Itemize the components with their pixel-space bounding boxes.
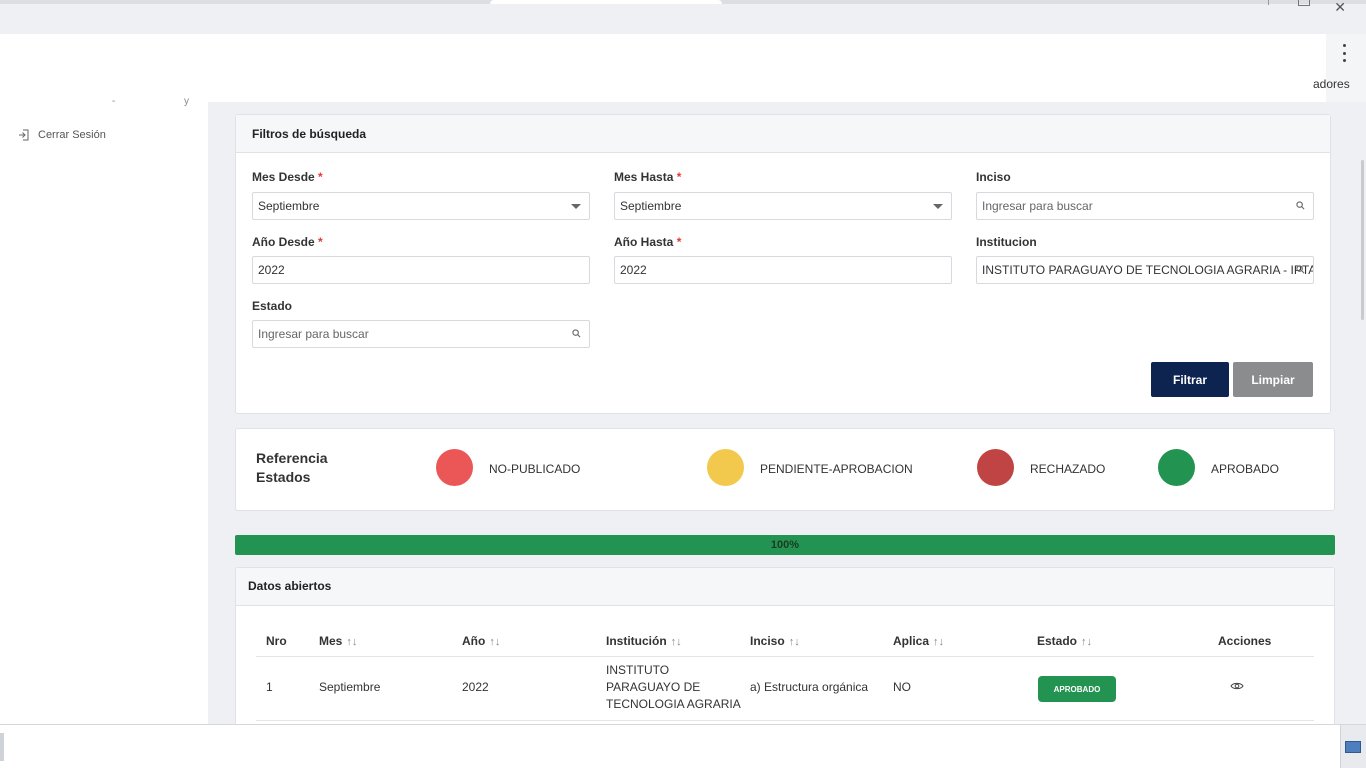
header-nav-fragment[interactable]: adores [1313,77,1350,91]
sort-icon[interactable]: ↑↓ [933,636,945,648]
column-header-estado[interactable]: Estado ↑↓ [1037,634,1093,648]
header-right-strip [1326,34,1366,102]
sort-icon[interactable]: ↑↓ [346,636,358,648]
anio-desde-input[interactable]: 2022 [252,256,590,284]
progress-bar: 100% [235,535,1335,555]
column-header-nro: Nro [266,634,287,648]
status-label-pendiente: PENDIENTE-APROBACION [760,462,913,476]
status-reference-panel: Referencia Estados NO-PUBLICADO PENDIENT… [235,428,1335,511]
sort-icon[interactable]: ↑↓ [670,636,682,648]
clear-button[interactable]: Limpiar [1233,362,1313,397]
minimize-control[interactable] [1268,0,1269,5]
column-header-institucion[interactable]: Institución ↑↓ [606,634,682,648]
status-dot-aprobado [1158,449,1195,486]
mes-hasta-select[interactable]: Septiembre [614,192,952,220]
logout-icon [19,129,29,141]
status-dot-no-publicado [436,449,473,486]
search-filters-panel: Filtros de búsqueda Mes Desde * Septiemb… [235,114,1331,414]
search-icon [1296,201,1305,210]
column-header-inciso[interactable]: Inciso ↑↓ [750,634,800,648]
mes-desde-select[interactable]: Septiembre [252,192,590,220]
header-divider [256,656,1314,657]
maximize-control[interactable] [1298,0,1310,6]
sidebar-fragment: - [112,96,116,107]
estado-search-input[interactable]: Ingresar para buscar [252,320,590,348]
status-label-aprobado: APROBADO [1211,462,1280,476]
chevron-down-icon [571,204,581,209]
reference-title: Referencia Estados [256,450,328,485]
status-label-rechazado: RECHAZADO [1030,462,1106,476]
mes-hasta-label: Mes Hasta * [614,170,682,184]
window-close-icon[interactable]: ✕ [1334,0,1346,15]
estado-label: Estado [252,299,293,313]
progress-fill: 100% [235,535,1335,555]
cell-aplica: NO [893,680,911,694]
logout-link[interactable]: Cerrar Sesión [18,129,106,141]
taskbar-left-edge [0,733,4,761]
eye-icon[interactable] [1230,681,1244,691]
status-dot-pendiente [707,449,744,486]
open-data-title: Datos abiertos [236,568,1334,606]
search-icon [1296,265,1305,274]
browser-chrome: ✕ [0,0,1366,34]
inciso-label: Inciso [976,170,1011,184]
page-header [0,34,1326,102]
column-header-acciones: Acciones [1218,634,1272,648]
sidebar-fragment: y [184,96,189,107]
logout-label: Cerrar Sesión [38,129,106,141]
column-header-mes[interactable]: Mes ↑↓ [319,634,358,648]
anio-hasta-label: Año Hasta * [614,235,682,249]
sort-icon[interactable]: ↑↓ [788,636,800,648]
inciso-search-input[interactable]: Ingresar para buscar [976,192,1314,220]
status-badge: APROBADO [1038,676,1116,702]
cell-inciso: a) Estructura orgánica [750,680,869,694]
filter-button[interactable]: Filtrar [1151,362,1229,397]
anio-desde-label: Año Desde * [252,235,323,249]
cell-mes: Septiembre [319,680,381,694]
sort-icon[interactable]: ↑↓ [1081,636,1093,648]
cell-nro: 1 [266,680,273,694]
active-tab[interactable] [490,0,722,4]
status-dot-rechazado [977,449,1014,486]
taskbar [0,724,1366,768]
chevron-down-icon [933,204,943,209]
cell-institucion: INSTITUTO PARAGUAYO DE TECNOLOGIA AGRARI… [606,663,741,711]
status-label-no-publicado: NO-PUBLICADO [489,462,581,476]
row-divider [256,720,1314,721]
cell-anio: 2022 [462,680,489,694]
scrollbar-thumb[interactable] [1361,160,1364,320]
sort-icon[interactable]: ↑↓ [489,636,501,648]
more-options-icon[interactable] [1336,44,1352,62]
sidebar: - y Cerrar Sesión [0,96,208,724]
search-icon [572,329,581,338]
page-scrollbar[interactable] [1356,102,1366,724]
column-header-anio[interactable]: Año ↑↓ [462,634,501,648]
institucion-label: Institucion [976,235,1037,249]
anio-hasta-input[interactable]: 2022 [614,256,952,284]
institucion-search-input[interactable]: INSTITUTO PARAGUAYO DE TECNOLOGIA AGRARI… [976,256,1314,284]
mes-desde-label: Mes Desde * [252,170,323,184]
filters-title: Filtros de búsqueda [236,115,1330,153]
desktop-icon[interactable] [1345,741,1361,753]
column-header-aplica[interactable]: Aplica ↑↓ [893,634,945,648]
